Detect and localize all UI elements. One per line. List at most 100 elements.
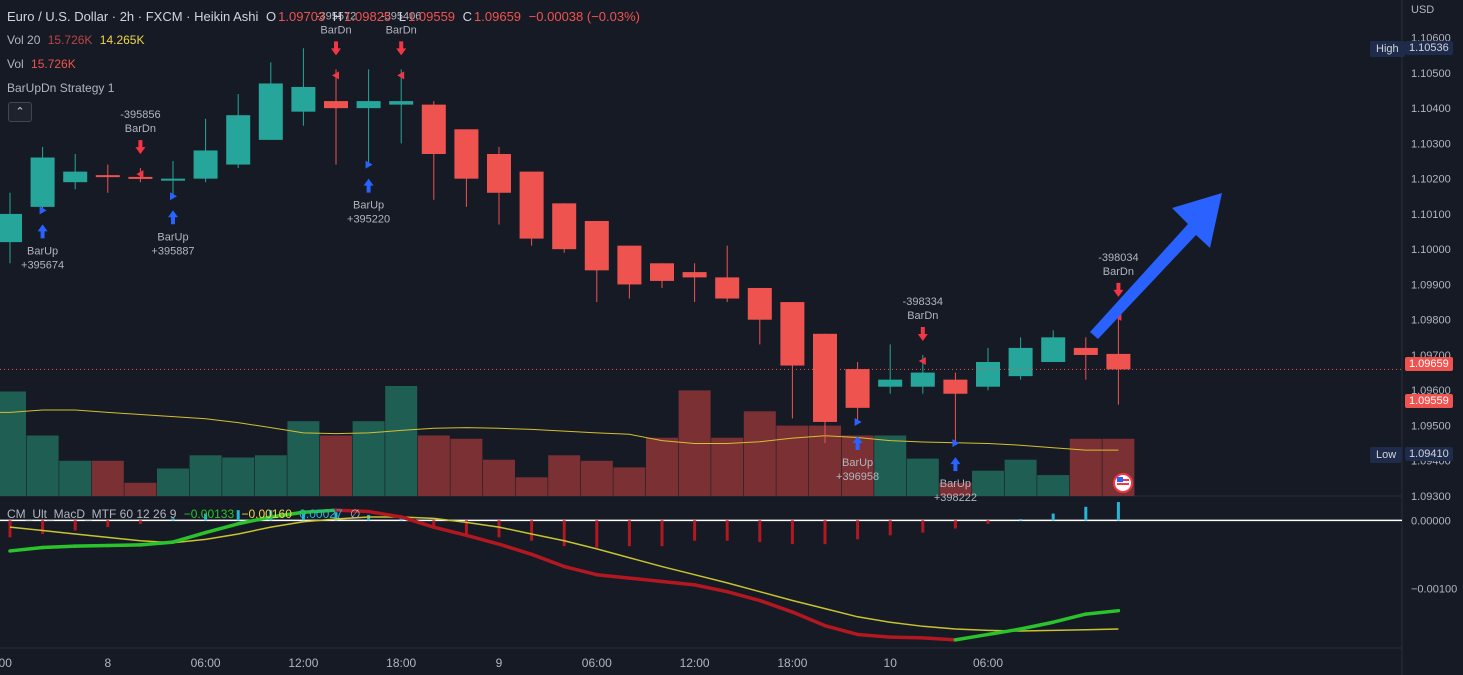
trade-down-arrow	[1113, 282, 1124, 297]
overlay	[1090, 193, 1222, 493]
macd-tick-label: 0.00000	[1411, 515, 1451, 527]
price-tick-label: 1.09800	[1411, 315, 1451, 327]
macd-line-segment	[432, 525, 469, 538]
trade-value: -395572	[316, 10, 356, 22]
candle-body	[0, 213, 22, 243]
volume-bar	[320, 435, 352, 496]
vol20-label: Vol 20	[7, 33, 41, 47]
volume-bar	[515, 477, 548, 496]
macd-line-segment	[888, 635, 925, 640]
macd-line-segment	[986, 627, 1023, 637]
vol-label: Vol	[7, 57, 24, 71]
price-tick-label: 1.10300	[1411, 138, 1451, 150]
candle-body	[421, 104, 446, 154]
volume-bar	[580, 460, 613, 496]
volume-bar	[1037, 475, 1070, 496]
time-tick-label: 8	[104, 656, 111, 670]
macd-legend[interactable]: CM_Ult_MacD_MTF 60 12 26 9 −0.00133 −0.0…	[7, 507, 364, 521]
candle-body	[1041, 337, 1066, 363]
trade-label: BarUp	[157, 231, 188, 243]
candle-body	[161, 178, 185, 181]
exit-flag	[397, 71, 405, 80]
trade-label: BarUp	[940, 478, 971, 490]
volume-bar	[711, 437, 744, 496]
candle-body	[487, 153, 511, 193]
high-tag-value: 1.10536	[1405, 41, 1453, 55]
time-tick-label: 12:00	[288, 656, 318, 670]
volume-bar	[352, 421, 385, 496]
candle-body	[845, 369, 870, 408]
vol-legend[interactable]: Vol 15.726K	[7, 57, 80, 71]
blue-arrow-drawing[interactable]	[1090, 193, 1222, 339]
macd-line-segment	[725, 589, 762, 603]
candle-body	[1008, 347, 1033, 377]
trade-value: +396958	[836, 471, 879, 483]
candle-body	[63, 171, 88, 183]
ohlc-low: 1.09559	[408, 9, 456, 24]
volume-bar	[646, 437, 678, 496]
entry-flag	[854, 417, 862, 426]
price-tick-label: 1.09500	[1411, 420, 1451, 432]
grid-lines	[0, 0, 1403, 675]
candle-body	[389, 101, 414, 105]
trade-value: -395406	[381, 10, 421, 22]
volume-bar	[254, 455, 287, 496]
candle-body	[519, 171, 544, 239]
macd-line-segment	[464, 533, 501, 546]
macd-pane: 0.00000 −0.00100	[0, 502, 1457, 642]
macd-line-segment	[73, 543, 110, 548]
macd-value-4: ∅	[349, 507, 361, 521]
trade-up-arrow	[363, 178, 374, 193]
candle-body	[878, 379, 903, 387]
macd-line-segment	[8, 545, 45, 553]
trade-label: BarDn	[125, 123, 156, 135]
volume-bar	[743, 411, 776, 496]
macd-line-segment	[334, 508, 371, 514]
trade-label: BarDn	[320, 24, 351, 36]
volume-bar	[939, 482, 972, 496]
us-flag-icon[interactable]	[1113, 473, 1133, 493]
candle-body	[650, 263, 674, 281]
price-tick-label: 1.10400	[1411, 103, 1451, 115]
candle-body	[1106, 353, 1131, 370]
symbol-legend[interactable]: Euro / U.S. Dollar · 2h · FXCM · Heikin …	[7, 9, 644, 24]
volume-ma-line	[0, 409, 1119, 451]
trade-label: BarDn	[386, 24, 417, 36]
trade-label: BarUp	[842, 457, 873, 469]
strategy-legend[interactable]: BarUpDn Strategy 1	[7, 81, 118, 95]
price-tick-label: 1.10100	[1411, 209, 1451, 221]
ohlc-close-label: C	[462, 9, 473, 24]
vol20-legend[interactable]: Vol 20 15.726K 14.265K	[7, 33, 149, 47]
volume-ma-polyline	[0, 409, 1119, 451]
low-tag-label: Low	[1370, 447, 1403, 463]
macd-line-segment	[497, 542, 534, 557]
candle-body	[780, 302, 805, 366]
candle-body	[747, 287, 772, 320]
macd-line-segment	[823, 623, 860, 637]
macd-line-segment	[1018, 620, 1055, 631]
trade-up-arrow	[37, 224, 48, 239]
vol-value: 15.726K	[31, 57, 76, 71]
low-price-badge: 1.09559	[1405, 394, 1453, 408]
ohlc-high: 1.09825	[344, 9, 392, 24]
ohlc-change: −0.00038 (−0.03%)	[528, 9, 640, 24]
time-tick-label: 18:00	[777, 656, 807, 670]
time-tick-label: 12:00	[680, 656, 710, 670]
trade-value: -395856	[120, 109, 160, 121]
candle-body	[258, 83, 283, 140]
macd-line-segment	[529, 552, 566, 569]
volume-bar	[417, 435, 450, 496]
strategy-label: BarUpDn Strategy 1	[7, 81, 115, 95]
macd-value-2: −0.00160	[241, 507, 292, 521]
macd-line-segment	[595, 572, 632, 580]
trade-value: -398034	[1098, 252, 1138, 264]
trade-up-arrow	[852, 435, 863, 450]
trade-down-arrow	[135, 140, 146, 155]
exit-flag	[332, 71, 339, 80]
volume-bar	[222, 457, 255, 496]
volume-bar	[1004, 459, 1037, 496]
macd-line-segment	[106, 543, 143, 548]
chevron-up-icon[interactable]: ⌃	[8, 102, 32, 122]
volume-bar	[1069, 438, 1102, 496]
